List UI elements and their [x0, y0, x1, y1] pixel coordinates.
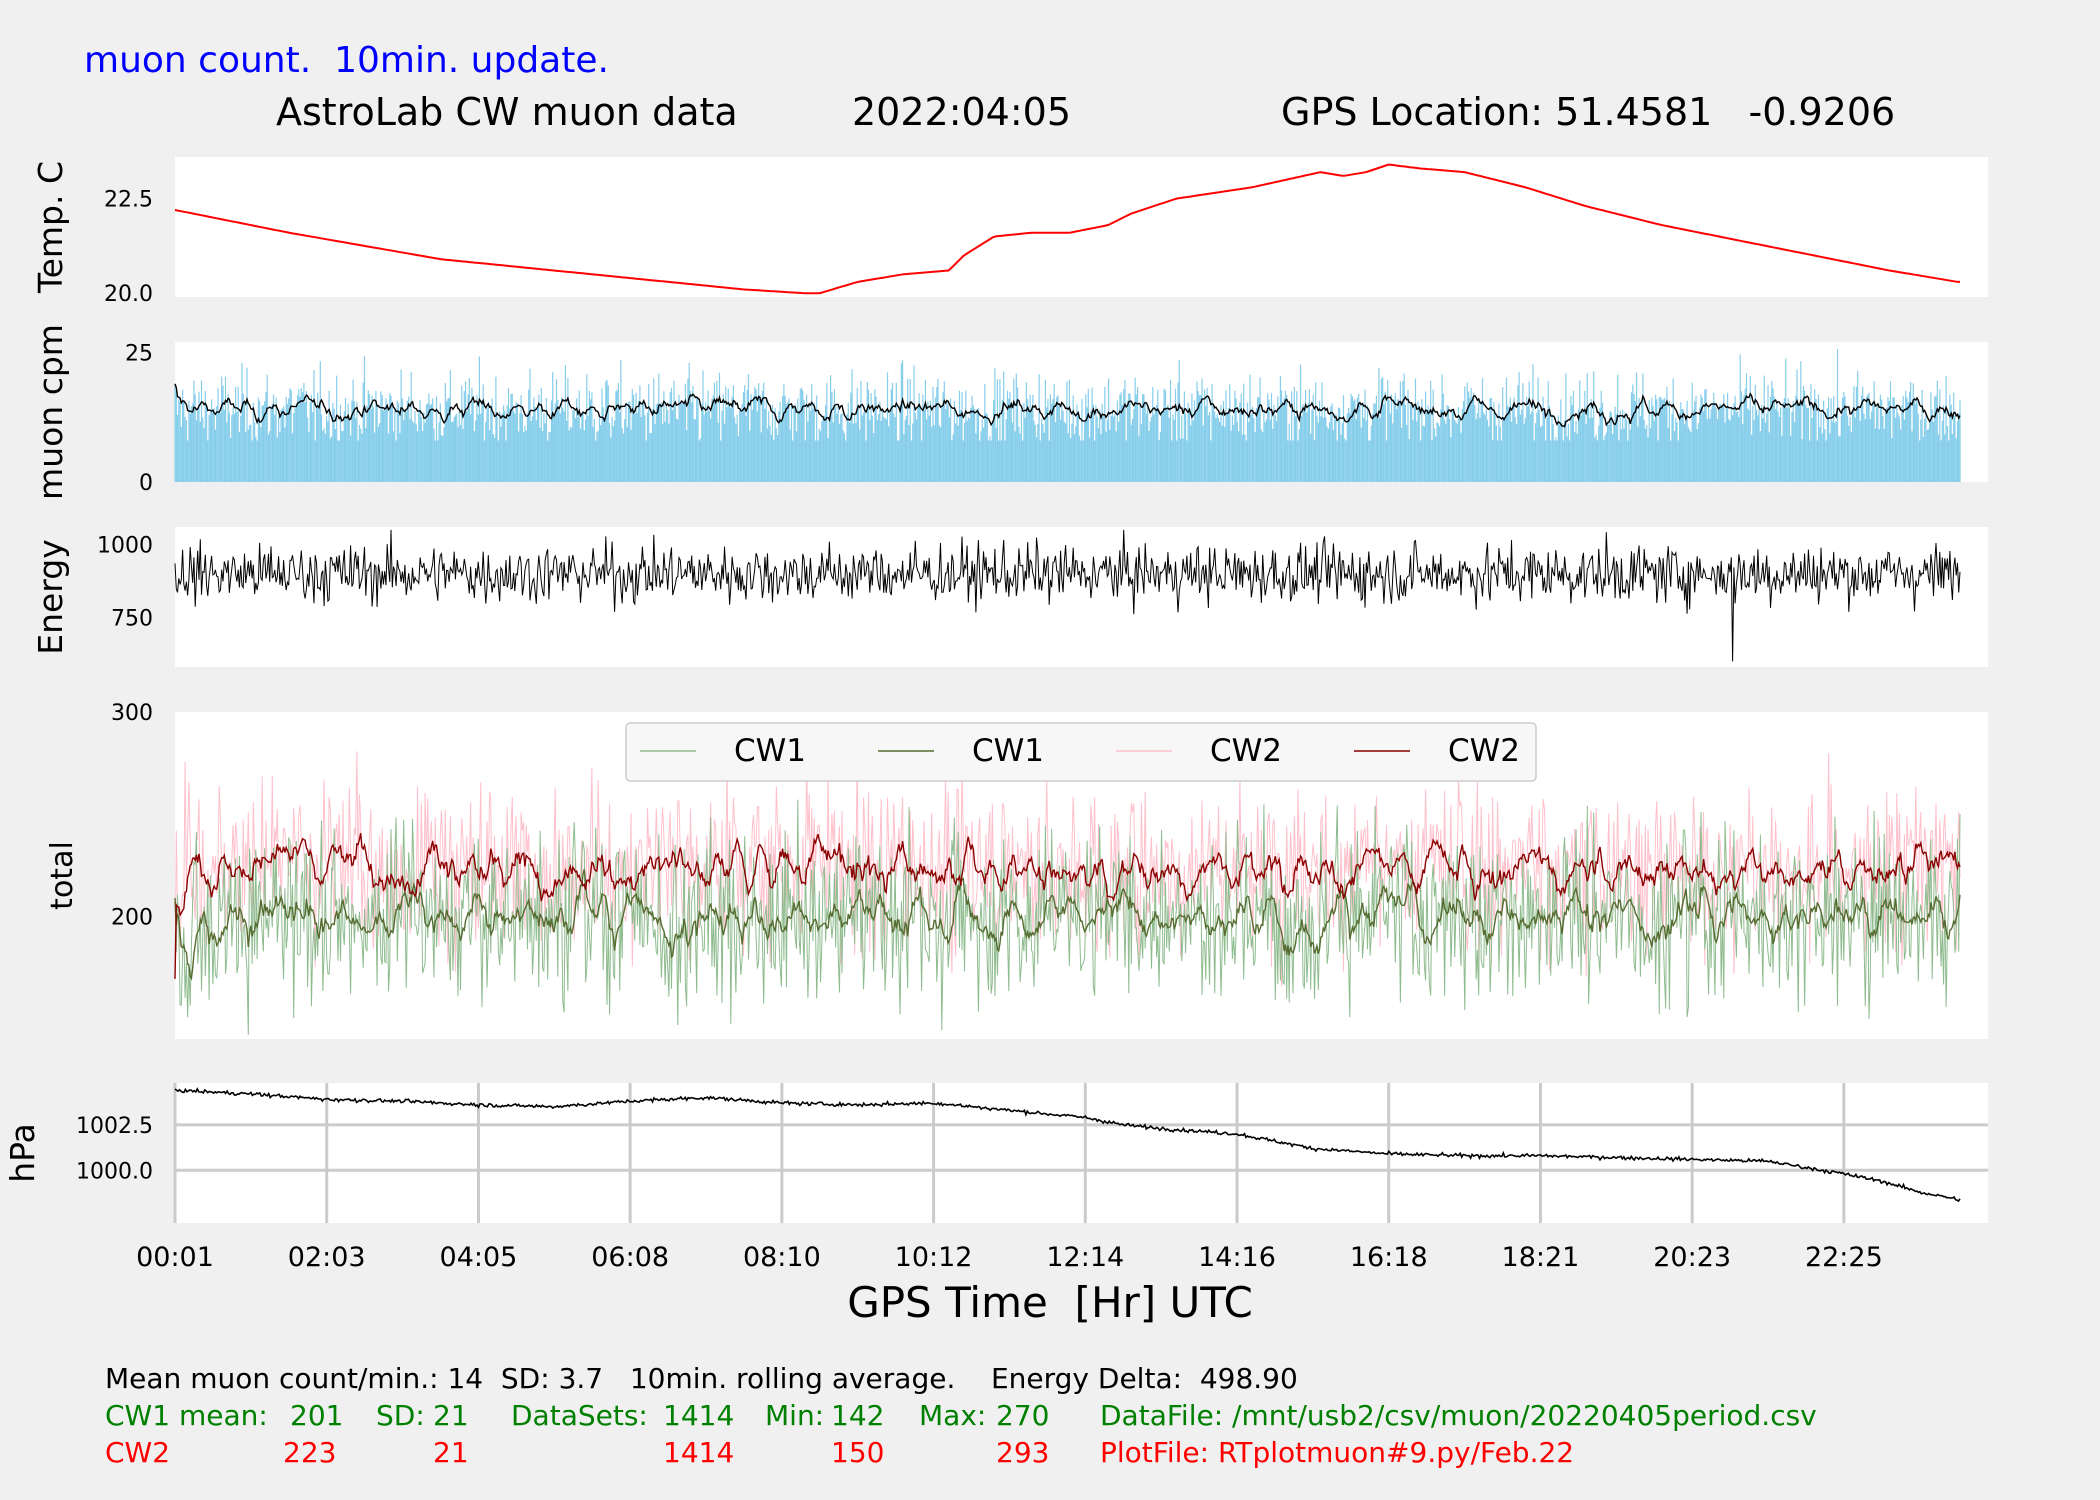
plot-area	[175, 527, 1988, 667]
footer-cw1-max-label: Max:	[919, 1399, 987, 1432]
footer-mean: Mean muon count/min.: 14	[105, 1362, 484, 1395]
y-tick-label: 1002.5	[76, 1114, 153, 1139]
x-tick-label: 22:25	[1805, 1242, 1883, 1273]
y-axis-label: Temp. C	[31, 161, 70, 294]
temperature-line	[174, 163, 1961, 295]
legend-box	[625, 722, 1537, 782]
y-axis-label: Energy	[31, 539, 70, 655]
plot-area	[175, 157, 1988, 297]
footer-cw2-datasets: 1414	[663, 1436, 735, 1469]
y-axis-label: total	[45, 841, 80, 910]
cw1-rolling-line	[174, 869, 1961, 981]
x-tick-label: 16:18	[1350, 1242, 1428, 1273]
x-tick-label: 08:10	[743, 1242, 821, 1273]
footer-cw1-mean: 201	[290, 1399, 344, 1432]
footer-cw1-sd-label: SD:	[376, 1399, 425, 1432]
footer-cw2-mean: 223	[283, 1436, 337, 1469]
footer-cw1-max: 270	[996, 1399, 1050, 1432]
energy-panel: 750 1000 Energy	[31, 527, 1988, 667]
legend-entry: CW2	[1354, 733, 1520, 769]
update-note: muon count. 10min. update.	[84, 40, 609, 81]
x-tick-label: 10:12	[895, 1242, 973, 1273]
x-axis-label: GPS Time [Hr] UTC	[847, 1278, 1253, 1327]
y-axis-label: muon cpm	[31, 324, 70, 500]
temperature-panel: 20.0 22.5 Temp. C	[31, 157, 1988, 307]
muon-rolling-average-line	[174, 383, 1961, 428]
footer-cw1-min-label: Min:	[765, 1399, 825, 1432]
footer-data-file: DataFile: /mnt/usb2/csv/muon/20220405per…	[1100, 1399, 1817, 1432]
legend: CW1 CW1 CW2 CW2	[625, 722, 1537, 782]
x-tick-label: 04:05	[440, 1242, 518, 1273]
footer-cw2-max: 293	[996, 1436, 1050, 1469]
footer-plot-file: PlotFile: RTplotmuon#9.py/Feb.22	[1100, 1436, 1575, 1469]
y-tick-label: 22.5	[104, 188, 153, 213]
y-axis-label: hPa	[3, 1123, 42, 1183]
x-tick-label: 20:23	[1653, 1242, 1731, 1273]
footer-cw1-label: CW1 mean:	[105, 1399, 268, 1432]
legend-entry: CW1	[640, 733, 806, 769]
gps-location: GPS Location: 51.4581 -0.9206	[1281, 90, 1896, 134]
x-tick-label: 02:03	[288, 1242, 366, 1273]
footer-cw1-datasets-label: DataSets:	[511, 1399, 648, 1432]
x-tick-label: 18:21	[1502, 1242, 1580, 1273]
cw2-rolling-line	[174, 833, 1961, 979]
y-tick-label: 25	[125, 341, 153, 366]
pressure-panel: 1000.0 1002.5 hPa	[3, 1083, 1988, 1223]
y-tick-label: 1000.0	[76, 1159, 153, 1184]
energy-line	[174, 529, 1961, 662]
legend-label: CW2	[1448, 733, 1520, 769]
y-tick-label: 1000	[97, 534, 153, 559]
footer-rolling: 10min. rolling average.	[629, 1362, 956, 1395]
chart-date: 2022:04:05	[852, 90, 1072, 134]
footer-cw1-min: 142	[831, 1399, 885, 1432]
footer-cw2-label: CW2	[105, 1436, 171, 1469]
y-tick-label: 200	[111, 905, 153, 930]
legend-label: CW1	[734, 733, 806, 769]
footer-cw2-min: 150	[831, 1436, 885, 1469]
y-tick-label: 20.0	[104, 282, 153, 307]
footer-energy-delta: Energy Delta: 498.90	[990, 1362, 1298, 1395]
legend-entry: CW2	[1116, 733, 1282, 769]
y-tick-label: 750	[111, 606, 153, 631]
footer-cw1-datasets: 1414	[663, 1399, 735, 1432]
x-tick-label: 06:08	[591, 1242, 669, 1273]
footer-cw2-sd: 21	[433, 1436, 469, 1469]
footer-summary: Mean muon count/min.: 14 SD: 3.7 10min. …	[105, 1362, 1298, 1395]
chart-title: AstroLab CW muon data	[276, 90, 738, 134]
y-tick-label: 0	[139, 471, 153, 496]
x-tick-label: 00:01	[136, 1242, 214, 1273]
legend-label: CW2	[1210, 733, 1282, 769]
muon-count-bars	[174, 348, 1961, 482]
footer-sd: SD: 3.7	[500, 1362, 604, 1395]
footer-cw1-sd: 21	[433, 1399, 469, 1432]
x-tick-label: 14:16	[1198, 1242, 1276, 1273]
legend-label: CW1	[972, 733, 1044, 769]
legend-entry: CW1	[878, 733, 1044, 769]
pressure-line	[174, 1087, 1961, 1203]
y-tick-label: 300	[111, 701, 153, 726]
x-tick-label: 12:14	[1046, 1242, 1124, 1273]
